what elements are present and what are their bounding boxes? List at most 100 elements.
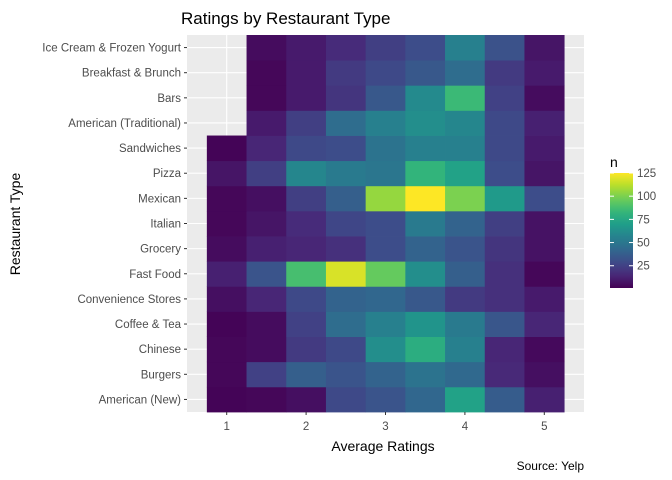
heatmap-tile (325, 236, 367, 262)
heatmap-tile (325, 386, 367, 413)
heatmap-tile (286, 135, 327, 162)
heatmap-tile (365, 85, 406, 111)
chart-title: Ratings by Restaurant Type (181, 9, 390, 28)
heatmap-tile (405, 160, 446, 187)
heatmap-tile (445, 311, 486, 337)
heatmap-tile (286, 210, 327, 237)
y-axis-ticks: American (New) Burgers Chinese Coffee & Tea… (42, 43, 187, 406)
heatmap-tile (325, 336, 367, 363)
heatmap-tile (524, 236, 565, 262)
heatmap-tile (445, 185, 486, 212)
heatmap-tile (405, 60, 446, 86)
heatmap-tile (405, 185, 446, 212)
heatmap-tile (365, 386, 406, 413)
heatmap-tile (206, 160, 247, 187)
y-tick-label: Fast Food (129, 269, 181, 281)
heatmap-tile (484, 261, 525, 287)
heatmap-tile (524, 336, 565, 363)
heatmap-tile (246, 85, 287, 111)
heatmap-tile (445, 261, 486, 287)
heatmap-tile (246, 35, 287, 61)
heatmap-tile (405, 286, 446, 312)
heatmap-tile (286, 60, 327, 86)
x-tick-label: 3 (382, 421, 388, 433)
heatmap-tile (445, 286, 486, 312)
heatmap-tile (206, 311, 247, 337)
heatmap-tile (524, 286, 565, 312)
heatmap-tile (405, 135, 446, 162)
heatmap-tile (325, 135, 367, 162)
heatmap-tile (405, 386, 446, 413)
heatmap-tile (246, 110, 287, 136)
heatmap-tile (286, 85, 327, 111)
heatmap-tile (286, 160, 327, 187)
x-axis-ticks: 1 2 3 4 5 (223, 412, 548, 433)
heatmap-tile (405, 361, 446, 388)
heatmap-tile (524, 261, 565, 287)
y-tick-label: Convenience Stores (77, 294, 181, 306)
heatmap-tile (405, 261, 446, 287)
heatmap-tile (246, 286, 287, 312)
heatmap-tile (286, 35, 327, 61)
y-tick-label: Sandwiches (119, 143, 181, 155)
heatmap-tile (484, 60, 525, 86)
y-tick-label: American (New) (99, 394, 182, 406)
heatmap-tile (325, 261, 367, 287)
heatmap-tile (524, 311, 565, 337)
heatmap-tile (365, 236, 406, 262)
heatmap-tile (365, 60, 406, 86)
heatmap-tile (484, 185, 525, 212)
heatmap-tile (286, 386, 327, 413)
heatmap-tile (524, 110, 565, 136)
heatmap-tile (206, 210, 247, 237)
heatmap-tile (445, 361, 486, 388)
heatmap-tile (246, 261, 287, 287)
heatmap-tile (365, 160, 406, 187)
legend-tick-label: 100 (637, 191, 656, 203)
heatmap-tile (524, 386, 565, 413)
heatmap-tile (206, 185, 247, 212)
y-tick-label: Burgers (141, 369, 182, 381)
y-tick-label: Grocery (140, 244, 181, 256)
heatmap-tile (246, 60, 287, 86)
heatmap-tile (524, 210, 565, 237)
heatmap-tile (405, 311, 446, 337)
heatmap-tile (524, 135, 565, 162)
heatmap-tile (445, 85, 486, 111)
legend-colorbar (610, 173, 633, 288)
plot-panel (187, 35, 584, 413)
heatmap-tile (246, 336, 287, 363)
heatmap-tile (445, 210, 486, 237)
y-tick-label: Bars (157, 93, 181, 105)
heatmap-tile (484, 210, 525, 237)
heatmap-tile (246, 160, 287, 187)
heatmap-tile (246, 135, 287, 162)
heatmap-tile (325, 185, 367, 212)
heatmap-tile (325, 60, 367, 86)
legend-tick-label: 25 (637, 261, 650, 273)
x-tick-label: 1 (223, 421, 229, 433)
heatmap-tile (405, 110, 446, 136)
heatmap-tile (445, 60, 486, 86)
heatmap-tile (246, 311, 287, 337)
heatmap-tile (524, 160, 565, 187)
heatmap-tile (286, 110, 327, 136)
heatmap-tile (524, 85, 565, 111)
heatmap-tile (325, 361, 367, 388)
heatmap-tile (405, 210, 446, 237)
heatmap-tile (365, 361, 406, 388)
heatmap-tile (286, 286, 327, 312)
heatmap-tile (365, 185, 406, 212)
heatmap-tile (524, 60, 565, 86)
heatmap-tile (484, 361, 525, 388)
heatmap-tile (325, 35, 367, 61)
x-tick-label: 2 (303, 421, 309, 433)
heatmap-tile (286, 185, 327, 212)
color-legend: n 25 50 75 100 125 (610, 154, 656, 288)
heatmap-tile (325, 210, 367, 237)
heatmap-tile (325, 286, 367, 312)
heatmap-tile (286, 311, 327, 337)
heatmap-tile (325, 110, 367, 136)
heatmap-tile (484, 386, 525, 413)
